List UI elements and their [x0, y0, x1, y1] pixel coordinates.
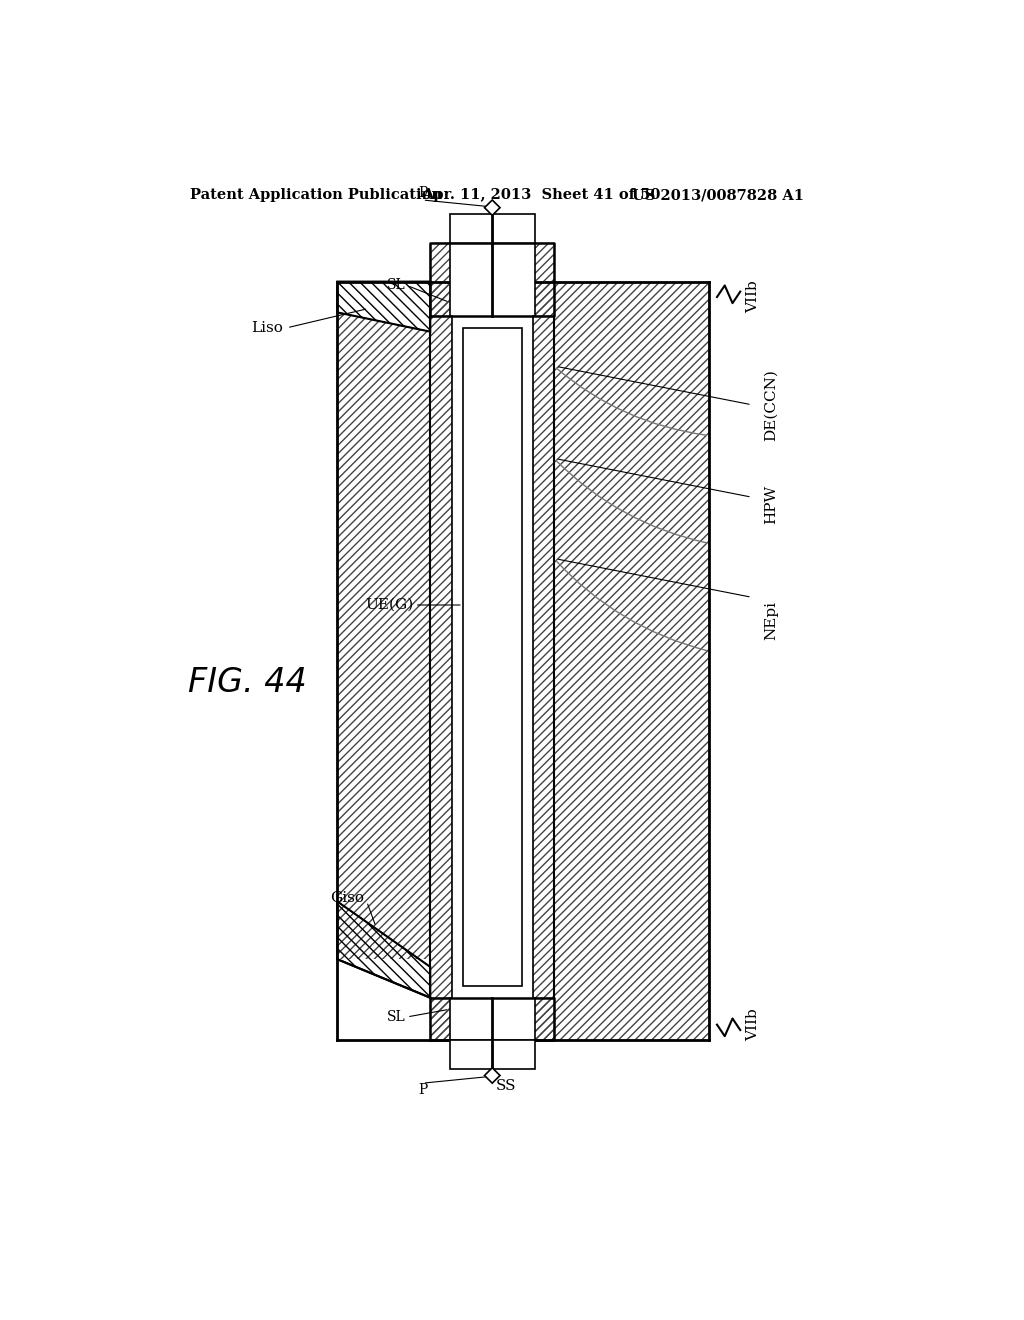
Text: Patent Application Publication: Patent Application Publication [190, 189, 442, 202]
Bar [337, 281, 710, 1040]
Text: SL: SL [387, 279, 406, 293]
Text: Giso: Giso [331, 891, 365, 904]
Bar [337, 960, 430, 1040]
Text: SS: SS [496, 1078, 517, 1093]
Bar [450, 998, 535, 1040]
Text: Apr. 11, 2013  Sheet 41 of 50: Apr. 11, 2013 Sheet 41 of 50 [423, 189, 660, 202]
Text: Liso: Liso [251, 321, 283, 335]
Text: US 2013/0087828 A1: US 2013/0087828 A1 [632, 189, 804, 202]
Text: FIG. 44: FIG. 44 [188, 665, 307, 698]
Text: UE(G): UE(G) [365, 598, 414, 612]
Bar [463, 327, 521, 986]
Text: P: P [419, 1084, 428, 1097]
Bar [430, 317, 452, 998]
Text: P: P [419, 186, 428, 199]
Bar [430, 243, 554, 317]
Polygon shape [484, 1068, 500, 1084]
Polygon shape [337, 960, 430, 1040]
Text: DE(CCN): DE(CCN) [764, 368, 778, 441]
Text: VIIb: VIIb [745, 1008, 760, 1041]
Bar [430, 317, 554, 998]
Bar [450, 1040, 535, 1069]
Bar [450, 214, 535, 243]
Bar [337, 281, 710, 1040]
Text: VIIb: VIIb [745, 281, 760, 313]
Bar [450, 243, 535, 317]
Bar [532, 317, 554, 998]
Text: NEpi: NEpi [764, 601, 778, 640]
Polygon shape [484, 199, 500, 215]
Bar [430, 998, 554, 1040]
Bar [452, 317, 532, 998]
Text: SS: SS [496, 230, 517, 243]
Text: HPW: HPW [764, 486, 778, 524]
Text: SL: SL [387, 1010, 406, 1024]
Polygon shape [337, 281, 430, 331]
